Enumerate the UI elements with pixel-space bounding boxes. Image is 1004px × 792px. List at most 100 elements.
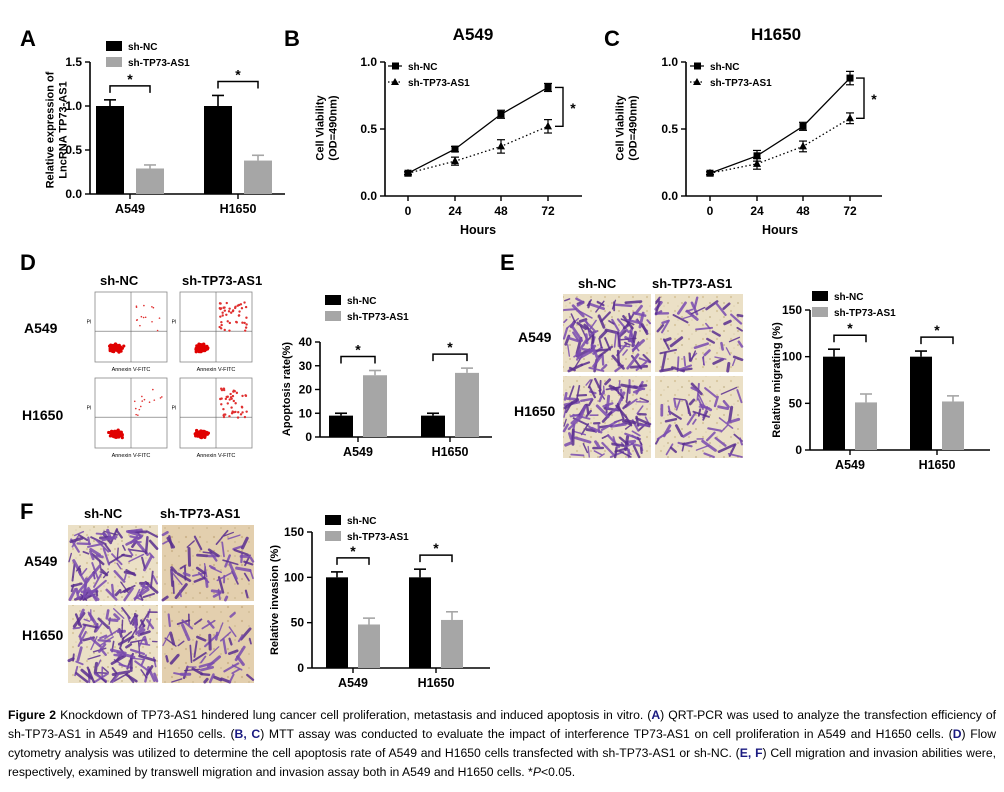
bar-kd	[363, 375, 387, 437]
caption-ref-a: A	[651, 708, 661, 722]
stained-cell	[590, 426, 603, 434]
stained-cell	[89, 550, 95, 561]
stained-cell	[587, 300, 591, 309]
x-axis-label: Hours	[762, 223, 798, 237]
stained-cell	[189, 644, 193, 664]
legend-label-kd: sh-TP73-AS1	[710, 78, 772, 89]
stained-cell	[169, 631, 176, 646]
panel-d-row-label-h1650: H1650	[22, 407, 63, 423]
stained-cell	[114, 589, 122, 597]
stained-cell	[715, 302, 727, 317]
stained-cell	[73, 530, 85, 537]
flow-event-apoptotic	[148, 401, 151, 404]
stained-cell	[615, 422, 625, 427]
flow-event-apoptotic	[241, 411, 244, 414]
flow-event-apoptotic	[232, 399, 235, 403]
significance-star: *	[934, 322, 940, 338]
flow-event-apoptotic	[144, 316, 147, 319]
stained-cell	[228, 649, 239, 656]
stained-cell	[102, 547, 111, 566]
flow-event-apoptotic	[243, 329, 247, 332]
stained-cell	[566, 336, 580, 343]
stained-cell	[82, 623, 100, 629]
stained-cell	[139, 630, 151, 636]
stained-cell	[570, 313, 576, 323]
stained-cell	[118, 663, 133, 670]
caption-text-3: ) MTT assay was conducted to evaluate th…	[260, 727, 953, 741]
stained-cell	[128, 553, 145, 563]
stained-cell	[217, 588, 221, 601]
stained-cell	[201, 619, 216, 630]
stained-cell	[203, 563, 208, 578]
flow-event-apoptotic	[245, 323, 248, 326]
stained-cell	[626, 353, 640, 370]
stained-cell	[616, 318, 630, 334]
stained-cell	[625, 386, 630, 404]
stained-cell	[227, 534, 241, 540]
caption-ref-d: D	[952, 727, 962, 741]
legend-label-nc: sh-NC	[128, 42, 157, 53]
panel-c-line-chart: 0.0 0.5 1.0 Cell Viability(OD=490nm) H1650 sh…	[615, 25, 882, 237]
stained-cell	[99, 634, 108, 640]
bar-nc	[421, 415, 445, 437]
stained-cell	[593, 450, 603, 456]
stained-cell	[582, 443, 589, 454]
panel-d-bar-chart: 0 10 20 30 40 Apoptosis rate(%) sh-NC sh-TP73-A…	[281, 295, 492, 459]
stained-cell	[140, 654, 147, 666]
stained-cell	[574, 436, 592, 444]
panel-e-row-label-h1650: H1650	[514, 403, 555, 419]
legend-label-nc: sh-NC	[347, 516, 376, 527]
stained-cell	[130, 638, 147, 644]
stained-cell	[183, 668, 201, 672]
stained-cell	[139, 642, 151, 646]
panel-letter-d: D	[20, 250, 36, 275]
stained-cell	[605, 386, 622, 391]
stained-cell	[145, 530, 159, 538]
panel-b-line-chart: 0.0 0.5 1.0 Cell Viability(OD=490nm) A549 sh-…	[315, 25, 582, 237]
panel-e-transwell-images	[562, 294, 744, 459]
stained-cell	[613, 303, 633, 308]
data-point-kd	[404, 168, 412, 177]
stained-cell	[193, 576, 206, 583]
y-axis-label-line: (OD=490nm)	[328, 95, 340, 160]
stained-cell	[622, 419, 633, 426]
figure-canvas: A B C D E F 0.0 0.5 1.0 1.5 Relative express…	[20, 25, 990, 690]
flow-event	[203, 348, 208, 352]
stained-cell	[125, 643, 133, 649]
stained-cell	[626, 439, 637, 444]
flow-event-apoptotic	[223, 309, 227, 312]
x-tick-label: 24	[448, 204, 462, 218]
stained-cell	[98, 643, 107, 653]
stained-cell	[588, 319, 597, 332]
stained-cell	[726, 417, 741, 424]
stained-cell	[93, 661, 99, 675]
stained-cell	[640, 323, 649, 335]
stained-cell	[655, 298, 661, 305]
stained-cell	[701, 356, 706, 366]
stained-cell	[140, 619, 146, 628]
significance-bracket	[833, 334, 867, 343]
flow-event	[194, 350, 198, 354]
stained-cell	[614, 447, 629, 453]
flow-event-apoptotic	[220, 403, 223, 406]
stained-cell	[221, 529, 229, 539]
y-axis-label-line: Apoptosis rate(%)	[281, 342, 293, 436]
flow-event-apoptotic	[141, 400, 144, 402]
flow-event-apoptotic	[152, 388, 154, 391]
legend-swatch-nc	[106, 41, 122, 51]
stained-cell	[181, 619, 194, 630]
series-line-kd	[407, 125, 549, 174]
stained-cell	[106, 528, 112, 541]
data-point-kd	[497, 141, 505, 150]
stained-cell	[598, 337, 603, 349]
stained-cell	[141, 556, 146, 569]
y-tick-label: 0	[795, 443, 802, 457]
data-point-nc	[753, 152, 761, 160]
stained-cell	[123, 573, 127, 581]
stained-cell	[120, 581, 129, 594]
stained-cell	[113, 613, 121, 621]
panel-e-bar-chart: 0 50 100 150 Relative migrating (%) sh-NC sh-T…	[771, 291, 990, 472]
stained-cell	[566, 317, 580, 329]
stained-cell	[562, 308, 578, 311]
